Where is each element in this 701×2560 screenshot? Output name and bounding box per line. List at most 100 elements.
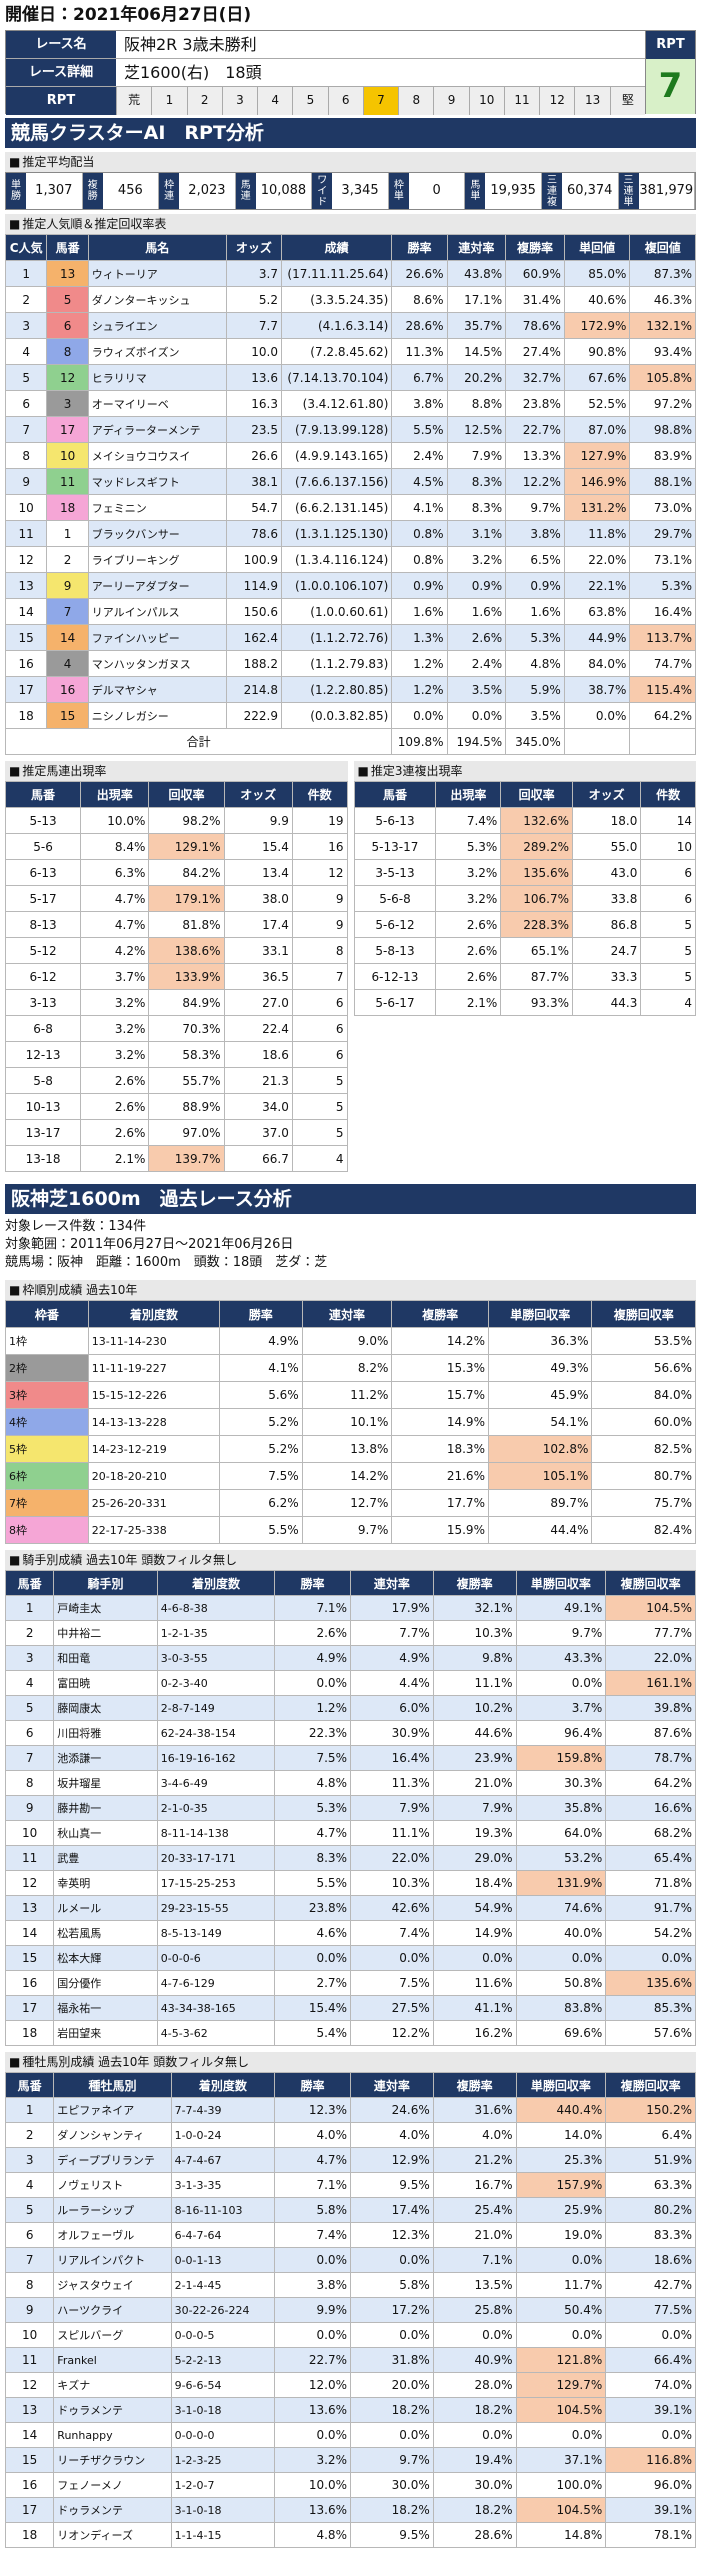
cell: 6 [4,2222,55,2248]
cell: 52.5% [563,390,631,417]
cell: フェミニン [87,494,227,521]
column-header: 複勝回収率 [605,2072,696,2098]
cell: 1.2% [391,650,448,677]
quinella-block: 推定馬連出現率馬番出現率回収率オッズ件数5-1310.0%98.2%9.9195… [4,761,348,1172]
cell: 2.1% [435,989,502,1016]
cell: 8.3% [274,1845,351,1871]
cell: 13.6 [225,364,282,391]
cell: 64.0% [515,1820,607,1846]
cell: 5.3% [435,833,502,860]
cell: 6 [4,390,48,417]
cell: 0.0% [274,1945,351,1971]
cell: 78.6% [505,312,565,339]
cell: 10.3% [432,1620,517,1646]
payout-row: 単勝 1,307 複勝 456 枠連 2,023 馬連 10,088 ワイド 3,345 枠単 0 馬単… [5,172,696,210]
cell: 16-19-16-162 [156,1745,276,1771]
cell: 0.0% [515,2247,607,2273]
row: 3 6 シュライエン 7.7 (4.1.6.3.14) 28.6% 35.7% 78.6% 17… [4,312,696,339]
cell: 6-13 [4,859,82,886]
cell: 1-1-4-15 [170,2522,276,2548]
cell: 1-2-1-35 [156,1620,276,1646]
cell: 54.9% [432,1895,517,1921]
cell: 20-18-20-210 [87,1462,220,1490]
cell: 161.1% [605,1670,696,1696]
cell: 松若風馬 [53,1920,158,1946]
row: 7 池添謙一 16-19-16-162 7.5% 16.4% 23.9% 159.8% 78.… [4,1745,696,1771]
cell: 14 [46,624,89,651]
cell: 19.3% [432,1820,517,1846]
cell: 5 [46,286,89,313]
cell: 28.6% [391,312,448,339]
cell: (1.3.4.116.124) [280,546,393,573]
cell: 0.0% [274,2422,351,2448]
cell: 0.0% [432,2422,517,2448]
trio-table: 馬番 出現率 回収率 オッズ 件数 5-6-13 7.4% 132.6% 18.0 14 5-13-… [353,781,697,1016]
cell: 66.7 [223,1145,293,1172]
column-header: 複勝回収率 [605,1570,696,1596]
cell: 17 [4,676,48,703]
cell: 43.8% [446,260,507,287]
cell: 40.0% [515,1920,607,1946]
cell: 10.1% [301,1408,393,1436]
cell: 4 [4,1670,55,1696]
cell: 戸崎圭太 [53,1595,158,1621]
cell: オルフェーヴル [53,2222,172,2248]
cell: 116.8% [605,2447,696,2473]
cell: 26.6 [225,442,282,469]
cell: 74.6% [515,1895,607,1921]
cell: 5-6 [4,833,82,860]
cell: 0.0% [349,2422,434,2448]
cell: 13-17 [4,1119,82,1146]
cell: 3 [4,1645,55,1671]
row: 13 ドゥラメンテ 3-1-0-18 13.6% 18.2% 18.2% 104.5% 39.… [4,2397,696,2423]
header-row: 馬番 出現率 回収率 オッズ 件数 [4,781,348,808]
cell: 87.6% [605,1720,696,1746]
cell: リアルインパルス [87,598,227,625]
cell: 20-33-17-171 [156,1845,276,1871]
row: 8-13 4.7% 81.8% 17.4 9 [4,911,348,938]
payout-label: 枠連 [159,173,180,209]
payout-value: 1,307 [26,173,83,209]
cell: 4.4% [349,1670,434,1696]
cell: 13.3% [505,442,565,469]
cell: 3.7% [515,1695,607,1721]
cell: 5.3% [505,624,565,651]
cell: 0-2-3-40 [156,1670,276,1696]
section-title: 騎手別成績 過去10年 頭数フィルタ無し [5,1550,696,1570]
cell: 7.9% [349,1795,434,1821]
cell: 85.3% [605,1995,696,2021]
cell: 43-34-38-165 [156,1995,276,2021]
cell: 6 [4,1720,55,1746]
cell: 63.3% [605,2172,696,2198]
cell: 29-23-15-55 [156,1895,276,1921]
cell: 179.1% [148,885,225,912]
column-header: 枠番 [5,1300,89,1328]
column-header: 複勝率 [432,1570,517,1596]
cell: (1.1.2.79.83) [280,650,393,677]
cell: 7.7 [225,312,282,339]
cell: 12.9% [349,2147,434,2173]
cell: 7-7-4-39 [170,2097,276,2123]
cell: 6-12 [4,963,82,990]
payout-label: 馬連 [235,173,256,209]
cell: 3.2% [274,2447,351,2473]
cell: 135.6% [500,859,574,886]
cell: 16 [4,650,48,677]
row: 14 松若風馬 8-5-13-149 4.6% 7.4% 14.9% 40.0% 54.2% [4,1920,696,1946]
cell: 84.9% [148,989,225,1016]
cell: 131.9% [515,1870,607,1896]
cell: 2 [4,2122,55,2148]
cell: 12.5% [446,416,507,443]
cell: 0.8% [391,546,448,573]
cell: エピファネイア [53,2097,172,2123]
cell: 2.6% [435,937,502,964]
row: 10 スピルバーグ 0-0-0-5 0.0% 0.0% 0.0% 0.0% 0.0% [4,2322,696,2348]
cell: 5-12 [4,937,82,964]
date: 開催日：2021年06月27日(日) [5,5,252,25]
cell: 24.7 [572,937,642,964]
payout-label: 三連複 [541,173,562,209]
row: 2 5 ダノンターキッシュ 5.2 (3.3.5.24.35) 8.6% 17.1% 31.4… [4,286,696,313]
total-label: 合計 [4,728,393,755]
cell: 37.0 [223,1119,293,1146]
cell: 2.6% [80,1067,150,1094]
